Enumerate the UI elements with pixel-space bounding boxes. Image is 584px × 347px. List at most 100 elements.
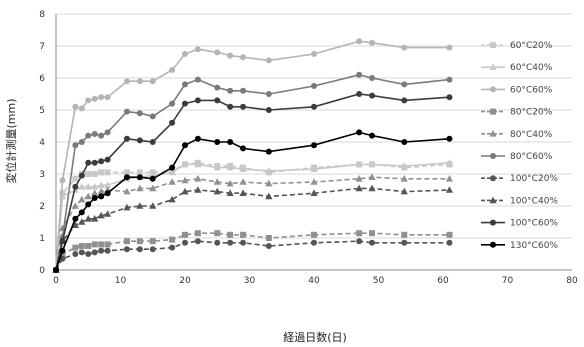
data-point: [355, 160, 363, 168]
data-point: [149, 246, 156, 253]
data-point: [98, 193, 105, 200]
data-point: [84, 192, 92, 200]
data-point: [78, 172, 85, 179]
data-point: [85, 251, 92, 257]
data-point: [401, 139, 408, 145]
data-point: [85, 132, 92, 139]
data-point: [72, 142, 79, 149]
data-point: [149, 175, 156, 182]
x-tick-label: 40: [308, 276, 320, 286]
data-point: [91, 195, 98, 201]
data-point: [194, 230, 201, 237]
data-point: [369, 230, 376, 237]
data-point: [71, 202, 79, 209]
data-point: [78, 209, 85, 216]
data-point: [265, 91, 272, 97]
data-point: [59, 247, 66, 254]
data-point: [356, 238, 363, 245]
data-point: [194, 97, 201, 104]
legend: 60°C20% 60°C40% 60°C60% 80°C20% 80°C40% 80°C6…: [481, 41, 558, 251]
data-point: [265, 57, 272, 64]
legend-label: 100°C40%: [510, 196, 558, 206]
legend-label: 80°C20%: [510, 108, 553, 118]
legend-item: 60°C40%: [481, 63, 553, 73]
data-point: [182, 142, 188, 149]
data-point: [123, 203, 131, 211]
data-point: [91, 131, 98, 137]
data-point: [181, 187, 189, 195]
legend-label: 100°C60%: [510, 219, 558, 229]
data-point: [78, 218, 86, 225]
data-point: [400, 162, 408, 169]
data-point: [85, 201, 92, 208]
y-tick-label: 4: [39, 138, 45, 148]
x-tick-label: 10: [115, 276, 127, 286]
data-point: [59, 177, 66, 184]
data-point: [168, 195, 176, 203]
data-point: [446, 44, 453, 51]
data-point: [71, 221, 79, 228]
data-point: [136, 246, 143, 253]
data-point: [104, 247, 111, 254]
data-point: [445, 159, 454, 166]
legend-item: 80°C20%: [481, 108, 553, 118]
data-point: [311, 51, 317, 57]
data-point: [182, 51, 188, 57]
legend-label: 80°C60%: [510, 152, 553, 162]
data-point: [97, 211, 105, 219]
data-point: [136, 202, 144, 209]
data-point: [136, 238, 143, 245]
data-point: [85, 97, 92, 104]
data-point: [53, 267, 59, 273]
data-point: [214, 139, 221, 145]
data-point: [104, 241, 111, 248]
legend-label: 80°C40%: [510, 130, 553, 140]
data-point: [149, 78, 156, 85]
data-point: [239, 178, 247, 185]
data-point: [490, 219, 496, 226]
data-point: [104, 94, 111, 101]
data-point: [169, 67, 176, 73]
data-point: [355, 175, 363, 182]
data-point: [91, 171, 98, 177]
data-point: [169, 119, 176, 126]
data-point: [213, 187, 221, 195]
data-point: [356, 91, 363, 97]
data-point: [149, 139, 156, 145]
data-point: [356, 38, 363, 45]
data-point: [123, 78, 130, 85]
data-point: [72, 103, 79, 110]
data-point: [72, 251, 79, 257]
data-point: [194, 186, 202, 193]
data-point: [489, 196, 497, 204]
data-point: [227, 239, 234, 246]
data-point: [213, 163, 221, 171]
data-point: [123, 169, 130, 176]
data-point: [355, 184, 363, 192]
y-tick-label: 7: [39, 42, 45, 52]
data-point: [98, 158, 105, 165]
x-tick-label: 50: [373, 276, 385, 286]
data-point: [97, 187, 105, 195]
data-point: [149, 113, 156, 120]
data-point: [136, 78, 143, 85]
data-point: [311, 83, 317, 89]
data-point: [104, 129, 111, 136]
data-point: [310, 165, 318, 172]
legend-label: 60°C20%: [510, 41, 553, 51]
data-point: [369, 75, 376, 81]
legend-item: 60°C20%: [481, 41, 553, 51]
data-point: [226, 163, 234, 171]
data-point: [168, 168, 176, 176]
data-point: [239, 189, 247, 196]
data-point: [446, 76, 453, 83]
data-point: [356, 129, 363, 136]
data-point: [91, 183, 99, 190]
series-60°C40%: [52, 159, 454, 273]
data-point: [123, 108, 130, 115]
legend-item: 100°C40%: [481, 196, 558, 206]
data-point: [136, 169, 143, 176]
data-point: [226, 179, 234, 187]
data-point: [311, 142, 317, 149]
